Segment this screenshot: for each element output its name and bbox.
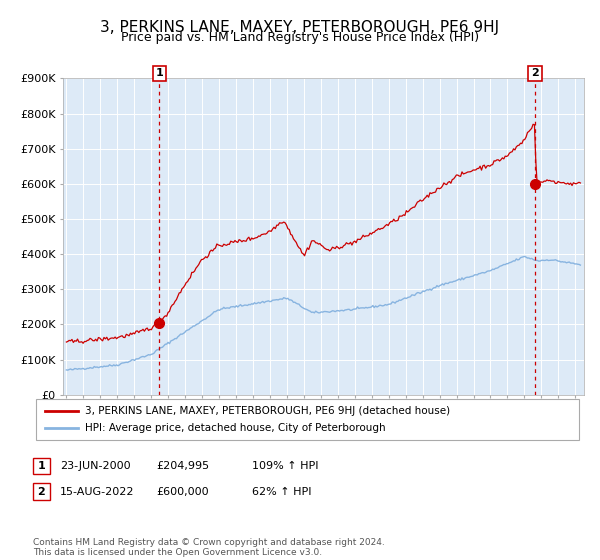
Text: 109% ↑ HPI: 109% ↑ HPI: [252, 461, 319, 471]
Text: Price paid vs. HM Land Registry's House Price Index (HPI): Price paid vs. HM Land Registry's House …: [121, 31, 479, 44]
Text: 3, PERKINS LANE, MAXEY, PETERBOROUGH, PE6 9HJ (detached house): 3, PERKINS LANE, MAXEY, PETERBOROUGH, PE…: [85, 405, 451, 416]
Text: 2: 2: [531, 68, 539, 78]
Text: 2: 2: [38, 487, 45, 497]
Text: £204,995: £204,995: [156, 461, 209, 471]
Text: HPI: Average price, detached house, City of Peterborough: HPI: Average price, detached house, City…: [85, 423, 386, 433]
Text: 1: 1: [155, 68, 163, 78]
Text: 62% ↑ HPI: 62% ↑ HPI: [252, 487, 311, 497]
Text: Contains HM Land Registry data © Crown copyright and database right 2024.
This d: Contains HM Land Registry data © Crown c…: [33, 538, 385, 557]
Text: 1: 1: [38, 461, 45, 471]
Text: 23-JUN-2000: 23-JUN-2000: [60, 461, 131, 471]
Text: £600,000: £600,000: [156, 487, 209, 497]
Text: 15-AUG-2022: 15-AUG-2022: [60, 487, 134, 497]
Text: 3, PERKINS LANE, MAXEY, PETERBOROUGH, PE6 9HJ: 3, PERKINS LANE, MAXEY, PETERBOROUGH, PE…: [100, 20, 500, 35]
